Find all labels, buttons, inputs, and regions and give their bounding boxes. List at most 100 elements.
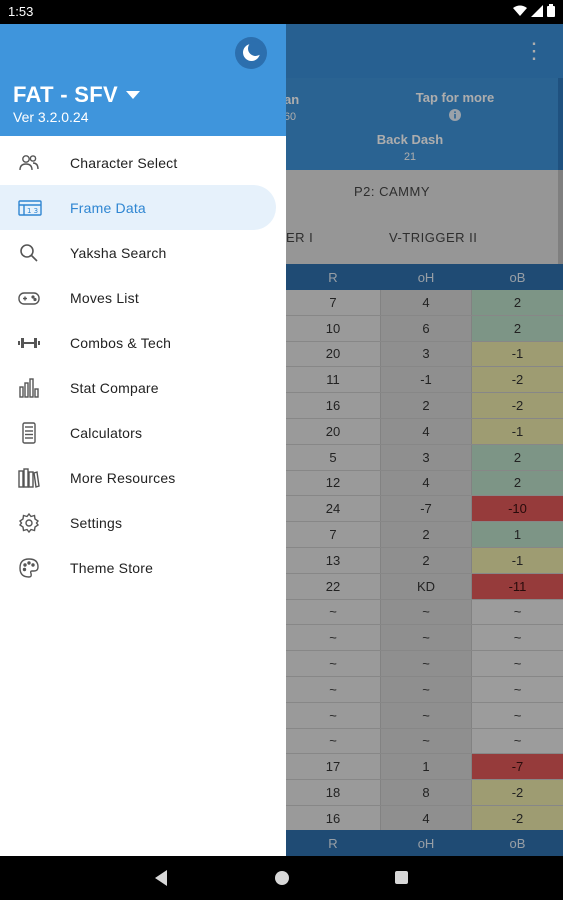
col-footer-r: R [328,835,338,851]
cell-r: ~ [286,702,380,728]
cell-ob: ~ [472,599,563,625]
system-nav-bar [0,856,563,900]
cell-ob: 2 [472,315,563,341]
table-row[interactable]: 12 4 2 [0,470,563,497]
recents-icon[interactable] [395,871,408,884]
info-left-label: an [284,92,300,107]
nav-label: Frame Data [70,199,146,216]
tap-for-more[interactable]: Tap for more [380,90,530,124]
nav-item-more-resources[interactable]: More Resources [0,455,286,500]
calculator-icon [18,422,40,444]
cell-r: 13 [286,547,380,573]
svg-text:1 3: 1 3 [27,207,38,215]
cell-oh: KD [380,573,472,599]
vtrigger-2-tab[interactable]: V-TRIGGER II [389,230,478,245]
frame-data-table: 7 4 2 10 6 2 20 3 -1 11 -1 -2 16 2 -2 20 4 -1 5 3 2 12 4 2 24 -7-… [0,290,563,832]
table-row[interactable]: ~ ~ ~ [0,702,563,729]
people-icon [18,152,40,174]
cell-oh: 2 [380,547,472,573]
nav-label: Moves List [70,289,139,306]
cell-oh: -1 [380,367,472,393]
nav-item-stat-compare[interactable]: Stat Compare [0,365,286,410]
app-title-dropdown[interactable]: FAT - SFV [13,82,140,108]
status-time: 1:53 [8,4,34,19]
cell-r: 24 [286,496,380,522]
status-icons [513,4,555,20]
cell-oh: ~ [380,702,472,728]
cell-oh: 4 [380,418,472,444]
col-header-ob: oB [509,269,526,285]
cell-r: ~ [286,676,380,702]
palette-icon [18,557,40,579]
nav-item-yaksha-search[interactable]: Yaksha Search [0,230,286,275]
table-row[interactable]: 13 2 -1 [0,547,563,574]
cell-r: 12 [286,470,380,496]
home-icon[interactable] [275,871,289,885]
cell-r: 16 [286,393,380,418]
info-left-partial: an 60 [284,92,304,123]
cell-r: 17 [286,754,380,780]
cell-r: 5 [286,444,380,470]
cell-ob: 2 [472,290,563,315]
table-row[interactable]: 20 3 -1 [0,341,563,368]
col-footer-ob: oB [509,835,526,851]
cell-ob: -2 [472,367,563,393]
cell-oh: 4 [380,290,472,315]
cell-oh: ~ [380,625,472,651]
moon-icon[interactable] [235,37,267,69]
cell-r: 18 [286,780,380,805]
nav-item-settings[interactable]: Settings [0,500,286,545]
table-row[interactable]: 20 4 -1 [0,418,563,445]
bar-chart-icon [18,377,40,399]
vtrigger-1-tab[interactable]: ER I [286,230,314,245]
wifi-icon [513,5,527,20]
nav-item-moves-list[interactable]: Moves List [0,275,286,320]
cell-oh: ~ [380,651,472,676]
info-icon [380,109,530,124]
back-icon[interactable] [155,870,167,886]
cell-ob: -1 [472,547,563,573]
cell-ob: 2 [472,444,563,470]
cell-oh: 8 [380,780,472,805]
cell-ob: -11 [472,573,563,599]
cell-oh: ~ [380,728,472,754]
search-icon [18,242,40,264]
cell-ob: ~ [472,702,563,728]
cell-oh: -7 [380,496,472,522]
cell-r: ~ [286,728,380,754]
nav-label: Theme Store [70,559,154,576]
cell-r: ~ [286,651,380,676]
nav-item-theme-store[interactable]: Theme Store [0,545,286,590]
tap-for-more-label: Tap for more [415,90,495,105]
table-row[interactable]: 22 KD -11 [0,573,563,600]
nav-item-character-select[interactable]: Character Select [0,140,286,185]
p2-divider [558,170,563,264]
nav-item-calculators[interactable]: Calculators [0,410,286,455]
app-version: Ver 3.2.0.24 [13,109,89,125]
cell-ob: ~ [472,651,563,676]
cell-ob: ~ [472,676,563,702]
cell-ob: -2 [472,780,563,805]
cell-oh: ~ [380,599,472,625]
cell-oh: 2 [380,393,472,418]
navigation-drawer: FAT - SFV Ver 3.2.0.24 Character Select … [0,24,286,856]
table-row[interactable]: ~ ~ ~ [0,728,563,755]
cell-oh: 1 [380,754,472,780]
nav-item-combos-tech[interactable]: Combos & Tech [0,320,286,365]
cell-r: ~ [286,625,380,651]
cell-r: 7 [286,290,380,315]
cell-ob: -2 [472,393,563,418]
dumbbell-icon [18,332,40,354]
cell-oh: 3 [380,341,472,367]
cell-ob: -7 [472,754,563,780]
overflow-menu-icon[interactable]: ⋮ [523,38,545,63]
gear-icon [18,512,40,534]
nav-item-frame-data[interactable]: 1 3 Frame Data [0,185,286,230]
table-row[interactable]: 24 -7 -10 [0,496,563,523]
table-row[interactable]: 16 2 -2 [0,393,563,419]
p2-label: P2: CAMMY [354,184,431,199]
library-icon [18,467,40,489]
cell-oh: 3 [380,444,472,470]
status-bar: 1:53 [0,0,563,24]
drawer-nav: Character Select 1 3 Frame Data Yaksha S… [0,140,286,590]
